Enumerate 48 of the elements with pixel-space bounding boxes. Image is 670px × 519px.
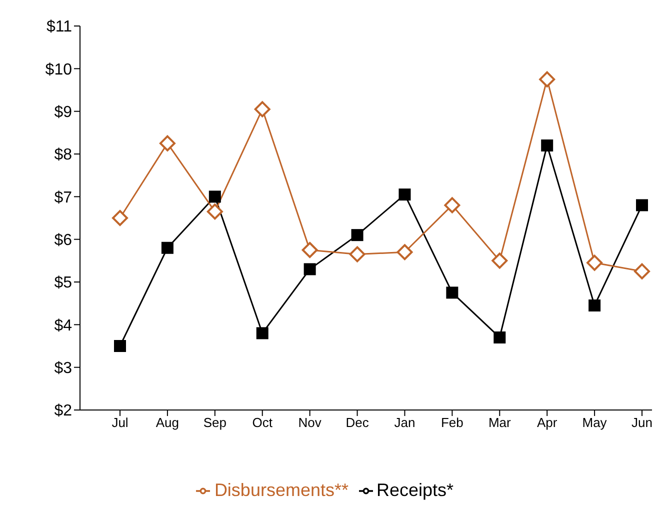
x-tick-label: Feb — [440, 415, 464, 430]
point — [351, 229, 364, 242]
y-tick-label: $6 — [54, 232, 72, 250]
x-tick-label: Mar — [488, 415, 512, 430]
point — [112, 210, 128, 226]
y-tick-label: $7 — [54, 189, 72, 206]
point — [349, 246, 366, 262]
point — [206, 204, 223, 220]
point — [494, 331, 506, 344]
y-tick-label: $2 — [54, 402, 72, 420]
y-tick-label: $5 — [54, 274, 72, 292]
point — [444, 197, 460, 214]
point — [396, 244, 413, 260]
point — [114, 340, 126, 352]
x-tick-label: Dec — [346, 415, 370, 430]
x-tick-label: Apr — [536, 415, 558, 430]
x-tick-label: May — [582, 415, 608, 430]
x-tick-label: Sep — [203, 415, 226, 430]
point — [256, 327, 268, 340]
x-tick-label: Nov — [298, 415, 322, 430]
point — [634, 263, 650, 280]
y-tick-label: $3 — [54, 360, 72, 378]
y-tick-label: $4 — [54, 317, 72, 334]
point — [588, 299, 601, 312]
y-tick-label: $11 — [46, 18, 72, 36]
point — [208, 190, 221, 203]
point — [492, 252, 508, 269]
x-tick-label: Oct — [252, 415, 273, 430]
legend-label: Receipts* — [376, 480, 454, 500]
x-tick-label: Aug — [156, 415, 180, 430]
y-tick-label: $10 — [45, 61, 72, 78]
point — [446, 286, 458, 299]
x-tick-label: Jul — [112, 415, 128, 430]
x-tick-label: Jun — [632, 415, 652, 430]
y-tick-label: $8 — [54, 146, 72, 164]
point — [539, 71, 556, 88]
point — [304, 263, 316, 276]
point — [586, 254, 603, 271]
point — [398, 188, 411, 201]
point — [636, 199, 648, 212]
y-tick-label: $9 — [54, 104, 72, 122]
point — [541, 139, 554, 152]
point — [161, 242, 174, 254]
point — [159, 135, 176, 152]
legend-label: Disbursements** — [214, 480, 348, 500]
point — [254, 101, 270, 118]
point — [302, 242, 318, 258]
x-tick-label: Jan — [394, 415, 416, 430]
